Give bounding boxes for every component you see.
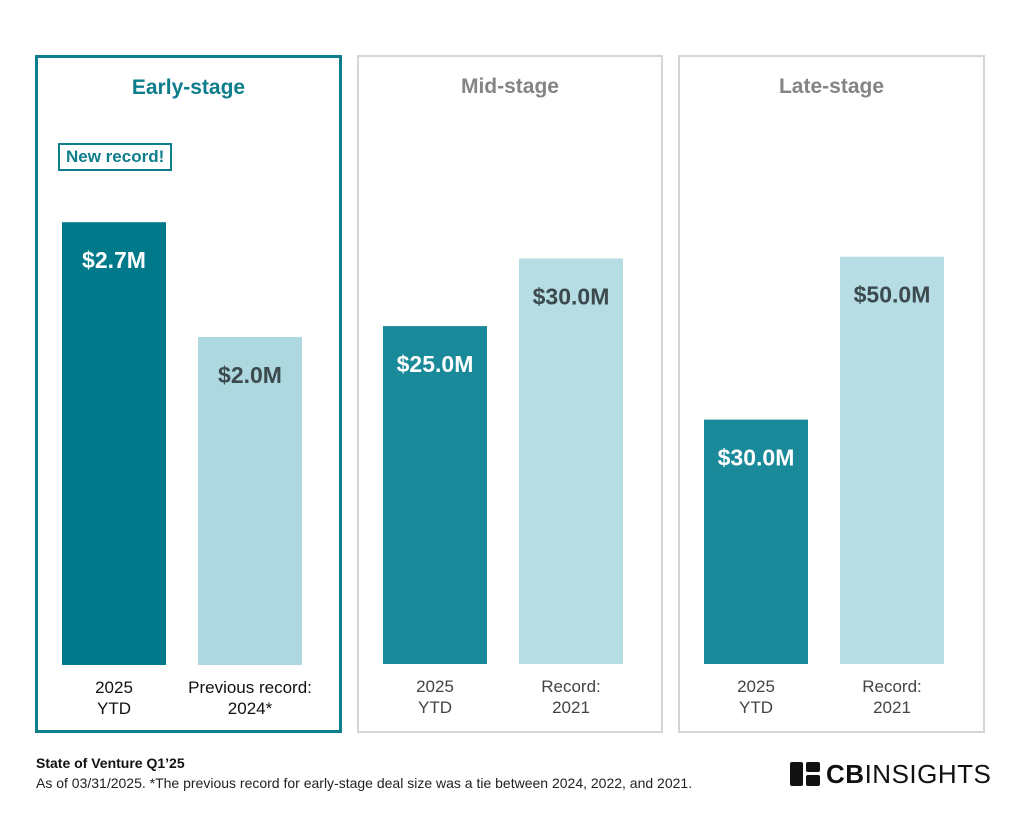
category-label-line: 2025 xyxy=(737,677,775,696)
panel-title: Early-stage xyxy=(131,76,246,99)
bar xyxy=(62,222,166,665)
category-label-line: YTD xyxy=(418,698,452,717)
bar xyxy=(383,326,487,664)
category-label: Record: 2021 xyxy=(486,676,656,718)
cb-insights-logo: CBINSIGHTS xyxy=(790,759,991,790)
panel-title: Mid-stage xyxy=(460,75,559,98)
bar xyxy=(704,419,808,664)
logo-wordmark: CBINSIGHTS xyxy=(826,759,991,790)
logo-wordmark-rest: INSIGHTS xyxy=(864,758,992,789)
category-label-line: 2021 xyxy=(873,698,911,717)
bar-chart: $25.0M $30.0M xyxy=(383,258,623,664)
logo-wordmark-bold: CB xyxy=(826,758,865,789)
category-label-line: Record: xyxy=(862,677,922,696)
footer-note: As of 03/31/2025. *The previous record f… xyxy=(36,775,693,791)
bar-value-label: $2.7M xyxy=(82,247,146,273)
category-label: Previous record: 2024* xyxy=(165,677,335,719)
category-label: 2025 YTD xyxy=(671,676,841,718)
bar-chart: $2.7M $2.0M xyxy=(62,222,302,665)
bar-value-label: $25.0M xyxy=(397,351,474,377)
chart-panel-mid-stage: $25.0M $30.0M Mid-stage 2025 YTD Record: 202… xyxy=(357,55,663,733)
bar xyxy=(198,337,302,665)
bar-value-label: $50.0M xyxy=(854,282,931,308)
category-label-line: 2024* xyxy=(227,699,273,718)
bar-value-label: $30.0M xyxy=(718,445,795,471)
chart-panel-early-stage: $2.7M $2.0M Early-stage New record! 2025 Y… xyxy=(35,55,342,733)
cb-insights-logo-icon xyxy=(790,762,820,786)
chart-panel-late-stage: $30.0M $50.0M Late-stage 2025 YTD Record: 20… xyxy=(678,55,985,733)
category-label-line: 2025 xyxy=(416,677,454,696)
bar-chart: $30.0M $50.0M xyxy=(704,256,944,664)
new-record-badge: New record! xyxy=(58,143,173,171)
category-label-line: YTD xyxy=(739,698,773,717)
panel-title: Late-stage xyxy=(778,75,885,98)
category-label-line: YTD xyxy=(97,699,131,718)
category-label: Record: 2021 xyxy=(807,676,977,718)
bar xyxy=(840,256,944,664)
category-label: 2025 YTD xyxy=(29,677,199,719)
bar-value-label: $2.0M xyxy=(218,362,282,388)
category-label-line: 2021 xyxy=(552,698,590,717)
category-label-line: Previous record: xyxy=(188,678,312,697)
category-label-line: 2025 xyxy=(95,678,133,697)
footer-title: State of Venture Q1’25 xyxy=(36,755,185,771)
bar-value-label: $30.0M xyxy=(533,284,610,310)
category-label-line: Record: xyxy=(541,677,601,696)
bar xyxy=(519,258,623,664)
category-label: 2025 YTD xyxy=(350,676,520,718)
